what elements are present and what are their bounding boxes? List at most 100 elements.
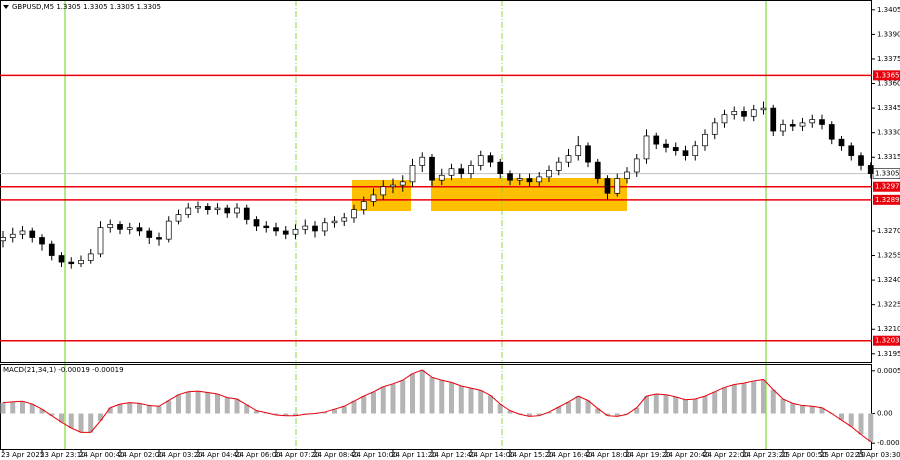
chart-title: GBPUSD,M5 1.3305 1.3305 1.3305 1.3305 [12, 3, 161, 11]
candle-body [633, 158, 640, 173]
macd-bar [390, 383, 396, 414]
macd-bar [98, 413, 103, 421]
macd-bar [488, 395, 493, 414]
y-tick-label: 1.3240 [877, 276, 900, 284]
macd-bar [215, 393, 220, 414]
candle-body [156, 237, 162, 240]
macd-bar [59, 413, 64, 423]
macd-bar [458, 386, 464, 414]
x-tick-label: 23 Apr 23:10 [40, 451, 86, 459]
macd-bar [605, 413, 610, 416]
macd-bar [361, 396, 367, 414]
candle-body [468, 165, 474, 174]
x-tick-label: 24 Apr 19:20 [625, 451, 671, 459]
x-tick-label: 24 Apr 07:20 [274, 451, 320, 459]
macd-bar [127, 402, 133, 414]
macd-bar [78, 413, 84, 433]
macd-bar [722, 387, 727, 414]
macd-bar [410, 373, 415, 414]
macd-bar [712, 391, 718, 414]
y-tick-label: 1.3345 [877, 104, 900, 112]
indicator-title: MACD(21,34,1) -0.00019 -0.00019 [3, 366, 124, 374]
macd-bar [848, 413, 854, 427]
macd-bar [800, 405, 805, 414]
macd-bar [254, 410, 259, 414]
candle-body [165, 220, 172, 240]
candle-body [58, 255, 65, 263]
candle-body [214, 207, 221, 211]
x-tick-label: 24 Apr 02:00 [118, 451, 164, 459]
candle-body [9, 233, 16, 238]
macd-bar [439, 380, 445, 414]
candle-body [175, 214, 182, 222]
candle-body [721, 114, 728, 124]
candle-body [760, 107, 767, 111]
macd-bar [575, 396, 581, 414]
candle-body [477, 155, 484, 166]
candle-body [614, 178, 621, 194]
candle-body [507, 173, 513, 181]
candle-body [360, 201, 367, 211]
y-tick-label: 1.3255 [877, 252, 900, 260]
x-tick-label: 25 Apr 02:10 [820, 451, 866, 459]
macd-bar [595, 408, 601, 414]
y-tick-label: 1.3225 [877, 301, 900, 309]
macd-bar [809, 406, 815, 414]
macd-bar [780, 399, 786, 414]
y-tick-label: 1.3360 [877, 80, 900, 88]
candle-body [497, 161, 504, 174]
macd-bar [673, 396, 679, 414]
macd-bar [556, 407, 562, 414]
y-tick-label: -0.00041 [877, 439, 900, 447]
candle-body [321, 222, 328, 232]
macd-bar [195, 391, 201, 414]
macd-bar [166, 400, 172, 414]
macd-bar [29, 404, 35, 414]
candle-body [136, 227, 143, 232]
candle-body [828, 124, 835, 140]
candle-body [390, 184, 396, 188]
candle-body [487, 155, 494, 163]
candle-body [848, 145, 855, 156]
candle-body [292, 228, 299, 235]
macd-bar [429, 377, 435, 414]
level-label: 1.3297 [875, 183, 900, 191]
candle-body [87, 253, 94, 261]
macd-bar [653, 393, 659, 414]
macd-bar [10, 401, 16, 414]
macd-bar [380, 386, 386, 414]
candle-body [263, 225, 270, 229]
x-tick-label: 24 Apr 04:40 [196, 451, 242, 459]
signal-line [2, 369, 872, 443]
candle-body [312, 225, 318, 232]
candle-body [799, 122, 806, 127]
candle-body [234, 207, 240, 214]
macd-bar [107, 407, 113, 414]
x-tick-label: 24 Apr 06:00 [235, 451, 281, 459]
candle-body [458, 168, 465, 174]
macd-bar [322, 412, 328, 414]
macd-bar [20, 401, 25, 414]
macd-bar [839, 413, 844, 421]
candle-body [770, 107, 777, 132]
y-tick-label: 1.3330 [877, 129, 900, 137]
candle-body [672, 147, 679, 152]
macd-bar [478, 390, 484, 414]
candle-body [243, 207, 250, 220]
macd-bar [536, 413, 542, 416]
candle-body [409, 165, 416, 183]
candle-body [185, 207, 192, 215]
y-tick-label: 0.00 [877, 410, 893, 418]
macd-bar [751, 380, 757, 414]
macd-bar [819, 407, 825, 414]
macd-bar [0, 402, 6, 414]
y-tick-label: 1.3315 [877, 153, 900, 161]
macd-bar [244, 404, 250, 414]
macd-bar [449, 382, 454, 414]
candle-body [682, 150, 689, 156]
candle-body [224, 207, 231, 214]
candle-body [858, 155, 864, 166]
macd-bar [185, 391, 191, 414]
candle-body [380, 186, 387, 196]
macd-bar [644, 396, 649, 414]
